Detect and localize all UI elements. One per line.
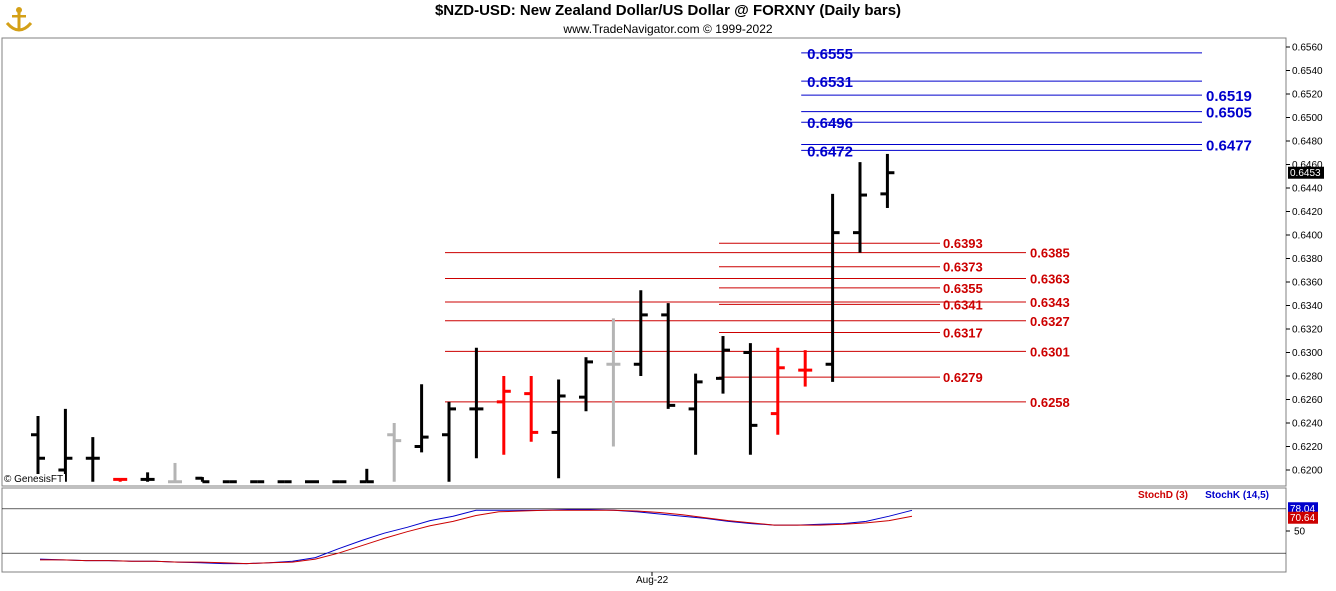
y-tick-label: 0.6240 [1292,419,1323,430]
stochastic-last-marker [1288,511,1318,524]
price-level-label: 0.6317 [943,326,983,341]
stochastic-last-label: 70.64 [1290,513,1315,524]
y-tick-label: 0.6200 [1292,466,1323,477]
price-level-label: 0.6279 [943,370,983,385]
y-tick-label: 0.6520 [1292,90,1323,101]
y-tick-label: 0.6260 [1292,395,1323,406]
price-level-label: 0.6355 [943,281,983,296]
price-level-label: 0.6363 [1030,271,1070,286]
price-level-label: 0.6531 [807,74,853,91]
stochastic-last-marker [1288,502,1318,515]
y-tick-label: 0.6360 [1292,278,1323,289]
stochastic-y-tick-label: 50 [1294,527,1306,538]
y-tick-label: 0.6340 [1292,301,1323,312]
price-level-label: 0.6505 [1206,105,1252,122]
price-level-label: 0.6327 [1030,314,1070,329]
price-level-label: 0.6343 [1030,295,1070,310]
price-level-label: 0.6477 [1206,138,1252,155]
y-tick-label: 0.6280 [1292,372,1323,383]
y-tick-label: 0.6560 [1292,43,1323,54]
y-tick-label: 0.6420 [1292,207,1323,218]
copyright-label: © GenesisFT [4,474,66,485]
stochastic-series-line [40,509,913,565]
price-level-label: 0.6301 [1030,344,1070,359]
last-price-marker [1288,166,1324,179]
price-level-label: 0.6472 [807,143,853,160]
x-tick-label: Aug-22 [636,575,669,586]
trade-navigator-logo-icon [4,3,34,40]
price-level-label: 0.6393 [943,236,983,251]
price-level-label: 0.6258 [1030,395,1070,410]
y-tick-label: 0.6320 [1292,325,1323,336]
y-tick-label: 0.6220 [1292,442,1323,453]
last-price-label: 0.6453 [1290,168,1321,179]
y-tick-label: 0.6500 [1292,113,1323,124]
price-plot-frame [1,37,1287,487]
y-tick-label: 0.6300 [1292,348,1323,359]
y-tick-label: 0.6440 [1292,184,1323,195]
price-level-label: 0.6555 [807,46,853,63]
y-tick-label: 0.6460 [1292,160,1323,171]
price-level-label: 0.6373 [943,260,983,275]
stochastic-plot-frame [1,487,1287,573]
y-tick-label: 0.6400 [1292,231,1323,242]
stochastic-legend-k: StochK (14,5) [1205,490,1269,501]
y-tick-label: 0.6480 [1292,137,1323,148]
y-tick-label: 0.6380 [1292,254,1323,265]
chart-title: $NZD-USD: New Zealand Dollar/US Dollar @… [434,2,902,19]
price-level-label: 0.6519 [1206,88,1252,105]
price-level-label: 0.6341 [943,297,983,312]
chart-subtitle: www.TradeNavigator.com © 1999-2022 [563,22,773,36]
stochastic-last-label: 78.04 [1290,504,1315,515]
y-tick-label: 0.6540 [1292,66,1323,77]
price-level-label: 0.6496 [807,115,853,132]
price-level-label: 0.6385 [1030,246,1070,261]
stochastic-legend-d: StochD (3) [1138,490,1188,501]
